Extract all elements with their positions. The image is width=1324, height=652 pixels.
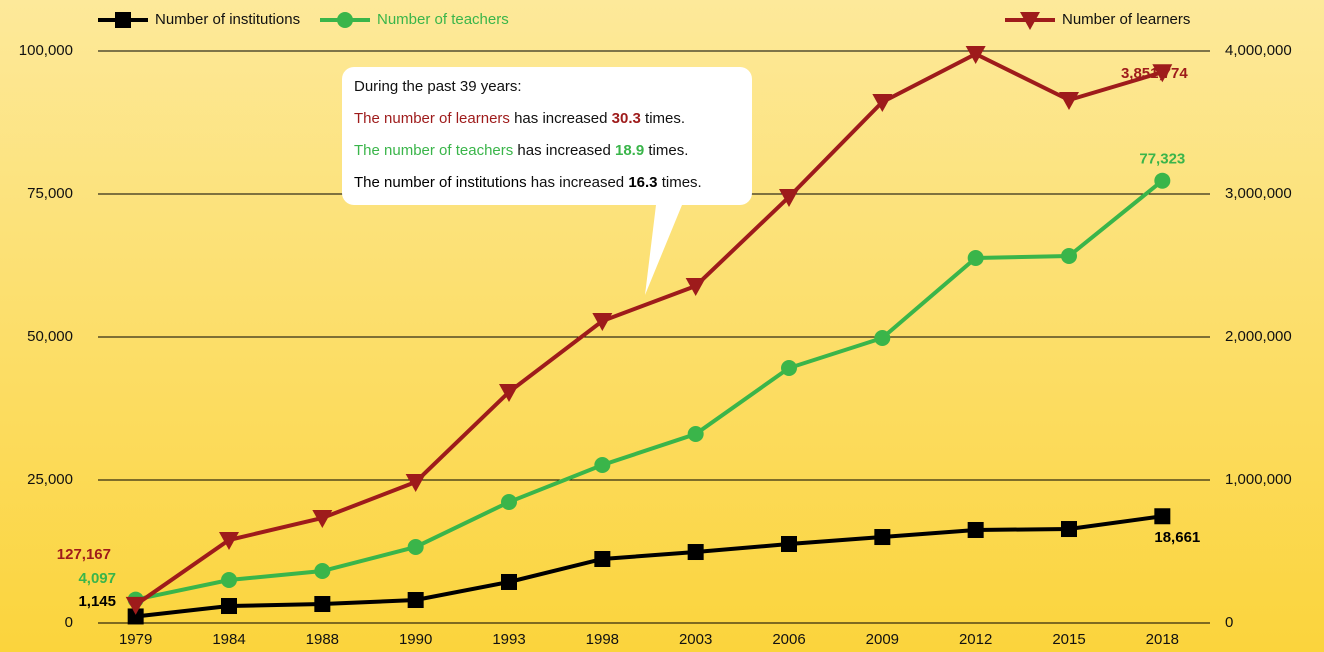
marker — [501, 494, 517, 511]
x-tick-label: 2018 — [1146, 631, 1179, 648]
y-tick-label: 0 — [65, 614, 73, 631]
x-tick-label: 1984 — [212, 631, 245, 648]
annotation-line: The number of teachers has increased 18.… — [354, 142, 688, 159]
y2-tick-label: 0 — [1225, 614, 1233, 631]
annotation-subject: The number of institutions — [354, 174, 527, 191]
data-label: 127,167 — [57, 546, 111, 563]
annotation-verb: has increased — [510, 110, 612, 127]
x-tick-label: 1979 — [119, 631, 152, 648]
marker — [125, 596, 146, 615]
marker — [781, 360, 797, 377]
annotation-verb: has increased — [513, 142, 615, 159]
x-tick-label: 2003 — [679, 631, 712, 648]
x-tick-label: 1993 — [492, 631, 525, 648]
annotation-factor: 18.9 — [615, 142, 644, 159]
y-tick-label: 25,000 — [27, 471, 73, 488]
series-line — [135, 514, 1163, 619]
annotation-heading: During the past 39 years: — [354, 78, 522, 95]
marker — [499, 384, 519, 403]
y2-tick-label: 3,000,000 — [1225, 185, 1292, 202]
annotation-subject: The number of learners — [354, 110, 510, 127]
marker — [221, 598, 237, 615]
callout — [342, 67, 752, 295]
marker — [874, 329, 891, 346]
series-line — [135, 179, 1164, 602]
x-tick-label: 1990 — [399, 631, 432, 648]
marker — [779, 189, 799, 208]
marker — [781, 536, 797, 553]
marker — [687, 426, 704, 443]
legend-label: Number of institutions — [155, 11, 300, 28]
marker — [1154, 172, 1171, 189]
x-tick-label: 2009 — [866, 631, 899, 648]
marker — [337, 12, 353, 28]
y2-tick-label: 1,000,000 — [1225, 471, 1292, 488]
x-tick-label: 1998 — [586, 631, 619, 648]
data-label: 4,097 — [78, 570, 116, 587]
marker — [1020, 12, 1040, 30]
marker — [314, 596, 331, 613]
marker — [594, 457, 611, 474]
marker — [407, 592, 424, 609]
series-line — [134, 51, 1163, 607]
marker — [685, 278, 706, 297]
annotation-end: times. — [641, 110, 685, 127]
marker — [1152, 64, 1173, 83]
annotation-line: The number of learners has increased 30.… — [354, 110, 685, 127]
x-tick-label: 1988 — [306, 631, 339, 648]
marker — [687, 544, 704, 561]
annotation-end: times. — [644, 142, 688, 159]
marker — [594, 550, 611, 567]
data-label: 1,145 — [78, 593, 116, 610]
legend-item: Number of teachers — [320, 11, 509, 28]
legend-label: Number of teachers — [377, 11, 509, 28]
annotation-line: The number of institutions has increased… — [354, 174, 702, 191]
marker — [874, 529, 891, 546]
marker — [221, 571, 237, 588]
marker — [312, 509, 333, 528]
annotation-factor: 16.3 — [628, 174, 657, 191]
marker — [1059, 92, 1079, 111]
marker — [1061, 521, 1077, 538]
marker — [967, 250, 984, 267]
marker — [314, 563, 331, 580]
marker — [219, 531, 239, 550]
marker — [592, 312, 613, 331]
marker — [1154, 508, 1171, 525]
y-tick-label: 75,000 — [27, 185, 73, 202]
legend-item: Number of learners — [1005, 11, 1190, 30]
marker — [967, 521, 984, 538]
x-tick-label: 2012 — [959, 631, 992, 648]
marker — [127, 608, 144, 625]
annotation-subject: The number of teachers — [354, 142, 513, 159]
legend-item: Number of institutions — [98, 11, 300, 28]
y2-tick-label: 4,000,000 — [1225, 42, 1292, 59]
data-label: 77,323 — [1139, 151, 1185, 168]
marker — [501, 573, 517, 590]
marker — [1061, 248, 1077, 265]
y2-tick-label: 2,000,000 — [1225, 328, 1292, 345]
data-label: 18,661 — [1154, 529, 1200, 546]
x-tick-label: 2006 — [772, 631, 805, 648]
annotation-verb: has increased — [527, 174, 629, 191]
y-tick-label: 50,000 — [27, 328, 73, 345]
marker — [965, 46, 986, 65]
annotation-end: times. — [658, 174, 702, 191]
marker — [115, 12, 131, 28]
annotation-factor: 30.3 — [612, 110, 641, 127]
data-label: 3,851,774 — [1121, 65, 1188, 82]
legend-label: Number of learners — [1062, 11, 1190, 28]
marker — [872, 93, 893, 112]
marker — [405, 474, 426, 493]
marker — [407, 538, 424, 555]
x-tick-label: 2015 — [1052, 631, 1085, 648]
y-tick-label: 100,000 — [19, 42, 73, 59]
